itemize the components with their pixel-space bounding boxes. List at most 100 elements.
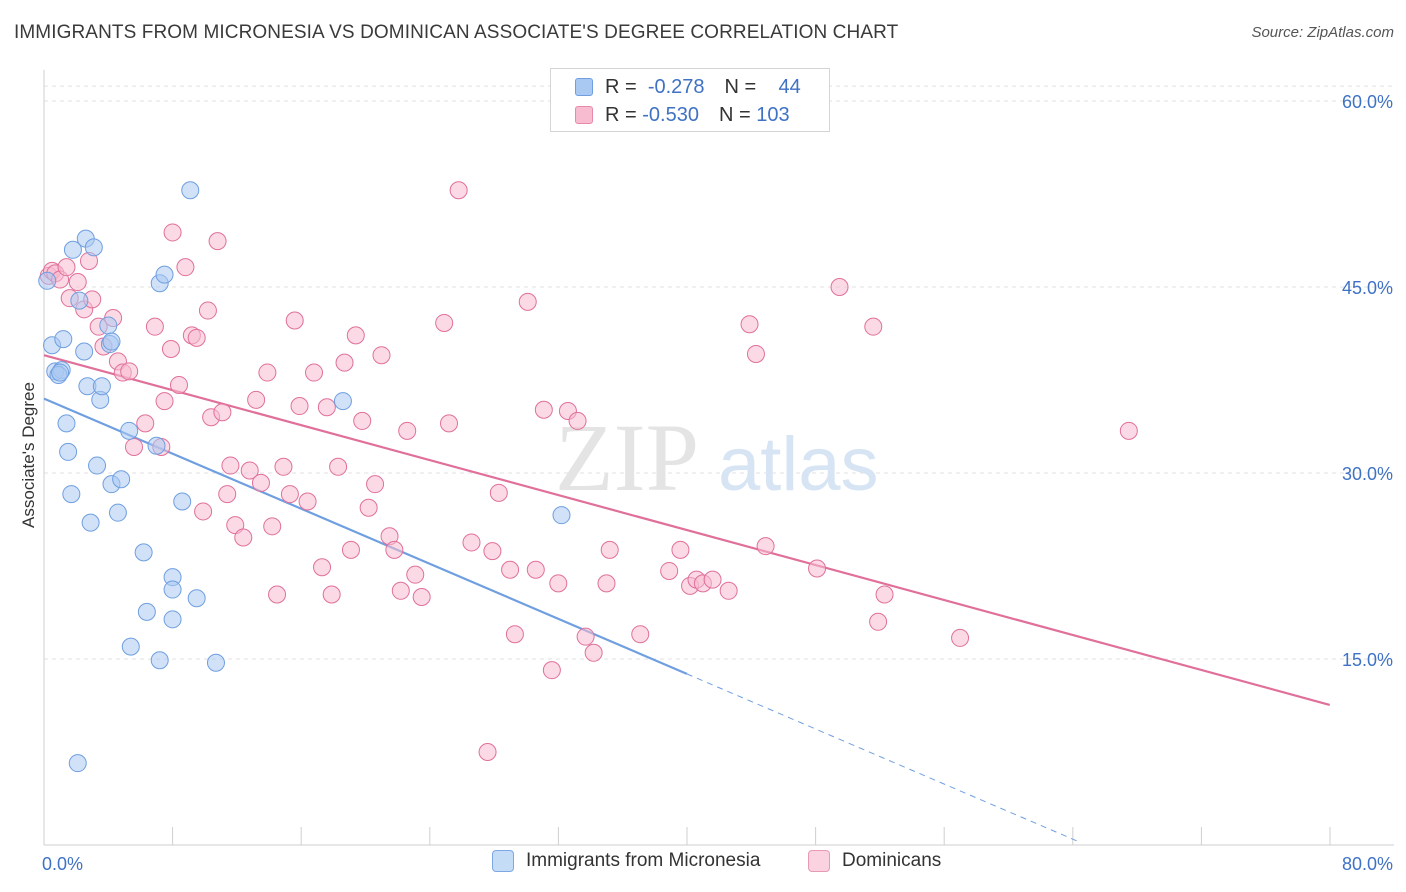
point-dominicans bbox=[719, 581, 738, 600]
point-dominicans bbox=[526, 560, 545, 579]
point-dominicans bbox=[290, 397, 309, 416]
point-dominicans bbox=[830, 278, 849, 296]
point-micronesia bbox=[187, 589, 206, 608]
point-micronesia bbox=[333, 392, 352, 411]
y-tick-label: 45.0% bbox=[1342, 278, 1393, 298]
axes bbox=[43, 70, 1394, 846]
point-dominicans bbox=[542, 661, 561, 680]
point-dominicans bbox=[435, 313, 454, 332]
bottom-legend-micronesia: Immigrants from Micronesia bbox=[492, 850, 760, 872]
point-dominicans bbox=[869, 612, 888, 631]
point-dominicans bbox=[584, 643, 603, 662]
legend-r-label: R = bbox=[605, 103, 637, 126]
point-dominicans bbox=[268, 585, 287, 604]
watermark: ZIP atlas bbox=[555, 404, 879, 511]
point-micronesia bbox=[51, 363, 70, 382]
point-micronesia bbox=[120, 421, 139, 440]
point-micronesia bbox=[112, 470, 131, 489]
point-micronesia bbox=[54, 330, 73, 349]
point-dominicans bbox=[483, 542, 502, 561]
point-dominicans bbox=[218, 485, 237, 504]
point-dominicans bbox=[298, 492, 317, 511]
x-tick-label: 0.0% bbox=[42, 854, 83, 874]
point-dominicans bbox=[136, 414, 155, 433]
point-micronesia bbox=[102, 332, 121, 351]
point-micronesia bbox=[84, 238, 103, 257]
point-dominicans bbox=[322, 585, 341, 604]
point-dominicans bbox=[313, 558, 332, 577]
point-micronesia bbox=[68, 754, 87, 773]
point-micronesia bbox=[163, 580, 182, 599]
point-dominicans bbox=[341, 540, 360, 559]
point-micronesia bbox=[92, 377, 111, 396]
point-micronesia bbox=[57, 414, 76, 433]
point-dominicans bbox=[1119, 421, 1138, 440]
point-dominicans bbox=[234, 528, 253, 547]
point-dominicans bbox=[240, 461, 259, 480]
point-dominicans bbox=[353, 411, 372, 430]
point-micronesia bbox=[552, 506, 571, 525]
legend-r-label: R = bbox=[605, 75, 637, 98]
y-axis-label: Associate's Degree bbox=[19, 382, 38, 528]
point-dominicans bbox=[274, 457, 293, 476]
point-micronesia bbox=[121, 637, 140, 656]
point-dominicans bbox=[213, 403, 232, 422]
correlation-legend: R = -0.278 N = 44 R = -0.530 N = 103 bbox=[550, 68, 830, 132]
legend-n-label: N = bbox=[718, 103, 751, 126]
point-dominicans bbox=[251, 473, 270, 492]
point-dominicans bbox=[125, 437, 143, 456]
point-micronesia bbox=[155, 265, 174, 284]
point-dominicans bbox=[440, 414, 458, 433]
point-dominicans bbox=[372, 346, 391, 365]
y-tick-label: 60.0% bbox=[1342, 92, 1393, 112]
point-dominicans bbox=[660, 561, 679, 580]
point-dominicans bbox=[317, 398, 336, 417]
point-dominicans bbox=[534, 400, 553, 419]
point-micronesia bbox=[88, 456, 107, 475]
point-dominicans bbox=[187, 328, 206, 347]
point-dominicans bbox=[518, 292, 537, 311]
point-dominicans bbox=[305, 363, 323, 382]
point-dominicans bbox=[631, 625, 650, 644]
legend-row-dominicans: R = -0.530 N = 103 bbox=[575, 101, 790, 129]
point-dominicans bbox=[671, 540, 690, 559]
point-micronesia bbox=[181, 181, 200, 200]
point-dominicans bbox=[576, 627, 595, 646]
point-dominicans bbox=[329, 457, 348, 476]
tick-labels: 15.0% 30.0% 45.0% 60.0% 0.0% 80.0% bbox=[42, 92, 1393, 874]
bottom-legend-swatch-micronesia bbox=[492, 850, 514, 872]
point-dominicans bbox=[549, 574, 568, 593]
point-dominicans bbox=[163, 223, 182, 242]
point-dominicans bbox=[449, 181, 468, 200]
point-dominicans bbox=[600, 540, 619, 559]
legend-swatch-dominicans bbox=[575, 106, 593, 124]
x-tick-label: 80.0% bbox=[1342, 854, 1393, 874]
point-micronesia bbox=[75, 342, 94, 361]
legend-r-value: -0.278 bbox=[647, 75, 705, 98]
point-dominicans bbox=[391, 581, 410, 600]
point-dominicans bbox=[808, 559, 827, 578]
source-label: Source: ZipAtlas.com bbox=[1251, 24, 1394, 41]
legend-n-value: 103 bbox=[756, 103, 790, 126]
y-tick-label: 15.0% bbox=[1342, 650, 1393, 670]
point-dominicans bbox=[864, 317, 883, 336]
point-dominicans bbox=[412, 588, 431, 606]
point-dominicans bbox=[346, 326, 365, 345]
point-dominicans bbox=[263, 517, 282, 536]
point-dominicans bbox=[285, 311, 304, 330]
watermark-atlas: atlas bbox=[718, 422, 879, 507]
legend-n-value: 44 bbox=[778, 75, 801, 98]
point-dominicans bbox=[335, 353, 354, 372]
point-dominicans bbox=[501, 560, 520, 579]
trend-line-1 bbox=[43, 354, 1331, 706]
point-micronesia bbox=[81, 513, 100, 532]
point-dominicans bbox=[740, 315, 759, 334]
point-dominicans bbox=[194, 502, 213, 521]
chart-title: IMMIGRANTS FROM MICRONESIA VS DOMINICAN … bbox=[14, 22, 899, 43]
point-dominicans bbox=[57, 258, 76, 277]
point-dominicans bbox=[155, 392, 174, 411]
legend-r-value: -0.530 bbox=[642, 103, 699, 126]
point-dominicans bbox=[366, 475, 385, 494]
bottom-legend-label-micronesia: Immigrants from Micronesia bbox=[526, 850, 761, 871]
point-micronesia bbox=[147, 436, 166, 455]
